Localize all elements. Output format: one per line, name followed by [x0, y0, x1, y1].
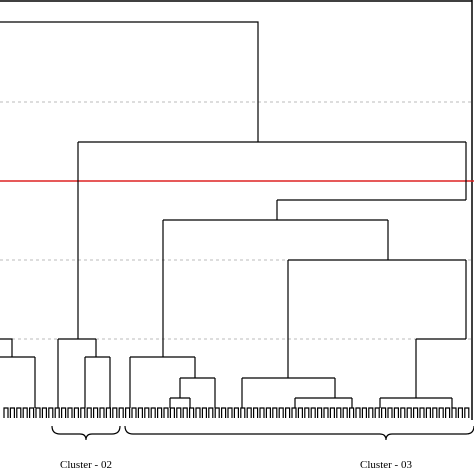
- leaf-link: [406, 407, 412, 418]
- leaf-link: [195, 407, 201, 418]
- leaf-link: [240, 407, 246, 418]
- leaf-link: [157, 407, 163, 418]
- tree-links: [0, 21, 467, 408]
- leaf-link: [272, 407, 278, 418]
- leaf-link: [349, 407, 355, 418]
- leaf-link: [246, 407, 252, 418]
- leaf-link: [336, 407, 342, 418]
- leaf-link: [374, 407, 380, 418]
- leaf-link: [253, 407, 259, 418]
- leaf-link: [259, 407, 265, 418]
- leaf-link: [22, 407, 28, 418]
- leaf-link: [67, 407, 73, 418]
- leaf-link: [342, 407, 348, 418]
- leaf-link: [381, 407, 387, 418]
- leaf-link: [176, 407, 182, 418]
- leaf-link: [413, 407, 419, 418]
- leaf-link: [99, 407, 105, 418]
- leaf-link: [221, 407, 227, 418]
- leaf-link: [112, 407, 118, 418]
- leaf-link: [425, 407, 431, 418]
- leaf-link: [189, 407, 195, 418]
- cluster-label: Cluster - 02: [60, 459, 112, 471]
- leaf-link: [451, 407, 457, 418]
- leaf-link: [35, 407, 41, 418]
- leaf-link: [182, 407, 188, 418]
- leaf-link: [73, 407, 79, 418]
- leaf-link: [310, 407, 316, 418]
- leaf-link: [214, 407, 220, 418]
- leaf-link: [432, 407, 438, 418]
- leaf-link: [61, 407, 67, 418]
- leaf-link: [297, 407, 303, 418]
- leaf-link: [329, 407, 335, 418]
- leaf-link: [278, 407, 284, 418]
- leaf-link: [304, 407, 310, 418]
- leaf-link: [438, 407, 444, 418]
- leaves: [3, 407, 470, 418]
- brace-cluster-02: [51, 425, 121, 441]
- leaf-link: [323, 407, 329, 418]
- leaf-link: [144, 407, 150, 418]
- leaf-link: [41, 407, 47, 418]
- leaf-link: [233, 407, 239, 418]
- leaf-link: [317, 407, 323, 418]
- brace-cluster-03: [124, 425, 474, 441]
- leaf-link: [393, 407, 399, 418]
- leaf-link: [169, 407, 175, 418]
- leaf-link: [9, 407, 15, 418]
- leaf-link: [131, 407, 137, 418]
- leaf-link: [361, 407, 367, 418]
- leaf-link: [208, 407, 214, 418]
- leaf-link: [368, 407, 374, 418]
- leaf-link: [285, 407, 291, 418]
- leaf-link: [445, 407, 451, 418]
- leaf-link: [137, 407, 143, 418]
- leaf-link: [29, 407, 35, 418]
- leaf-link: [54, 407, 60, 418]
- leaf-link: [86, 407, 92, 418]
- cluster-label: Cluster - 03: [360, 459, 412, 471]
- leaf-link: [125, 407, 131, 418]
- leaf-link: [93, 407, 99, 418]
- leaf-link: [163, 407, 169, 418]
- leaf-link: [387, 407, 393, 418]
- leaf-link: [201, 407, 207, 418]
- leaf-link: [105, 407, 111, 418]
- leaf-link: [48, 407, 54, 418]
- leaf-link: [464, 407, 470, 418]
- leaf-link: [118, 407, 124, 418]
- leaf-link: [150, 407, 156, 418]
- leaf-link: [227, 407, 233, 418]
- leaf-link: [291, 407, 297, 418]
- leaf-link: [80, 407, 86, 418]
- leaf-link: [355, 407, 361, 418]
- leaf-link: [419, 407, 425, 418]
- leaf-link: [400, 407, 406, 418]
- leaf-link: [16, 407, 22, 418]
- leaf-link: [265, 407, 271, 418]
- leaf-link: [457, 407, 463, 418]
- leaf-link: [3, 407, 9, 418]
